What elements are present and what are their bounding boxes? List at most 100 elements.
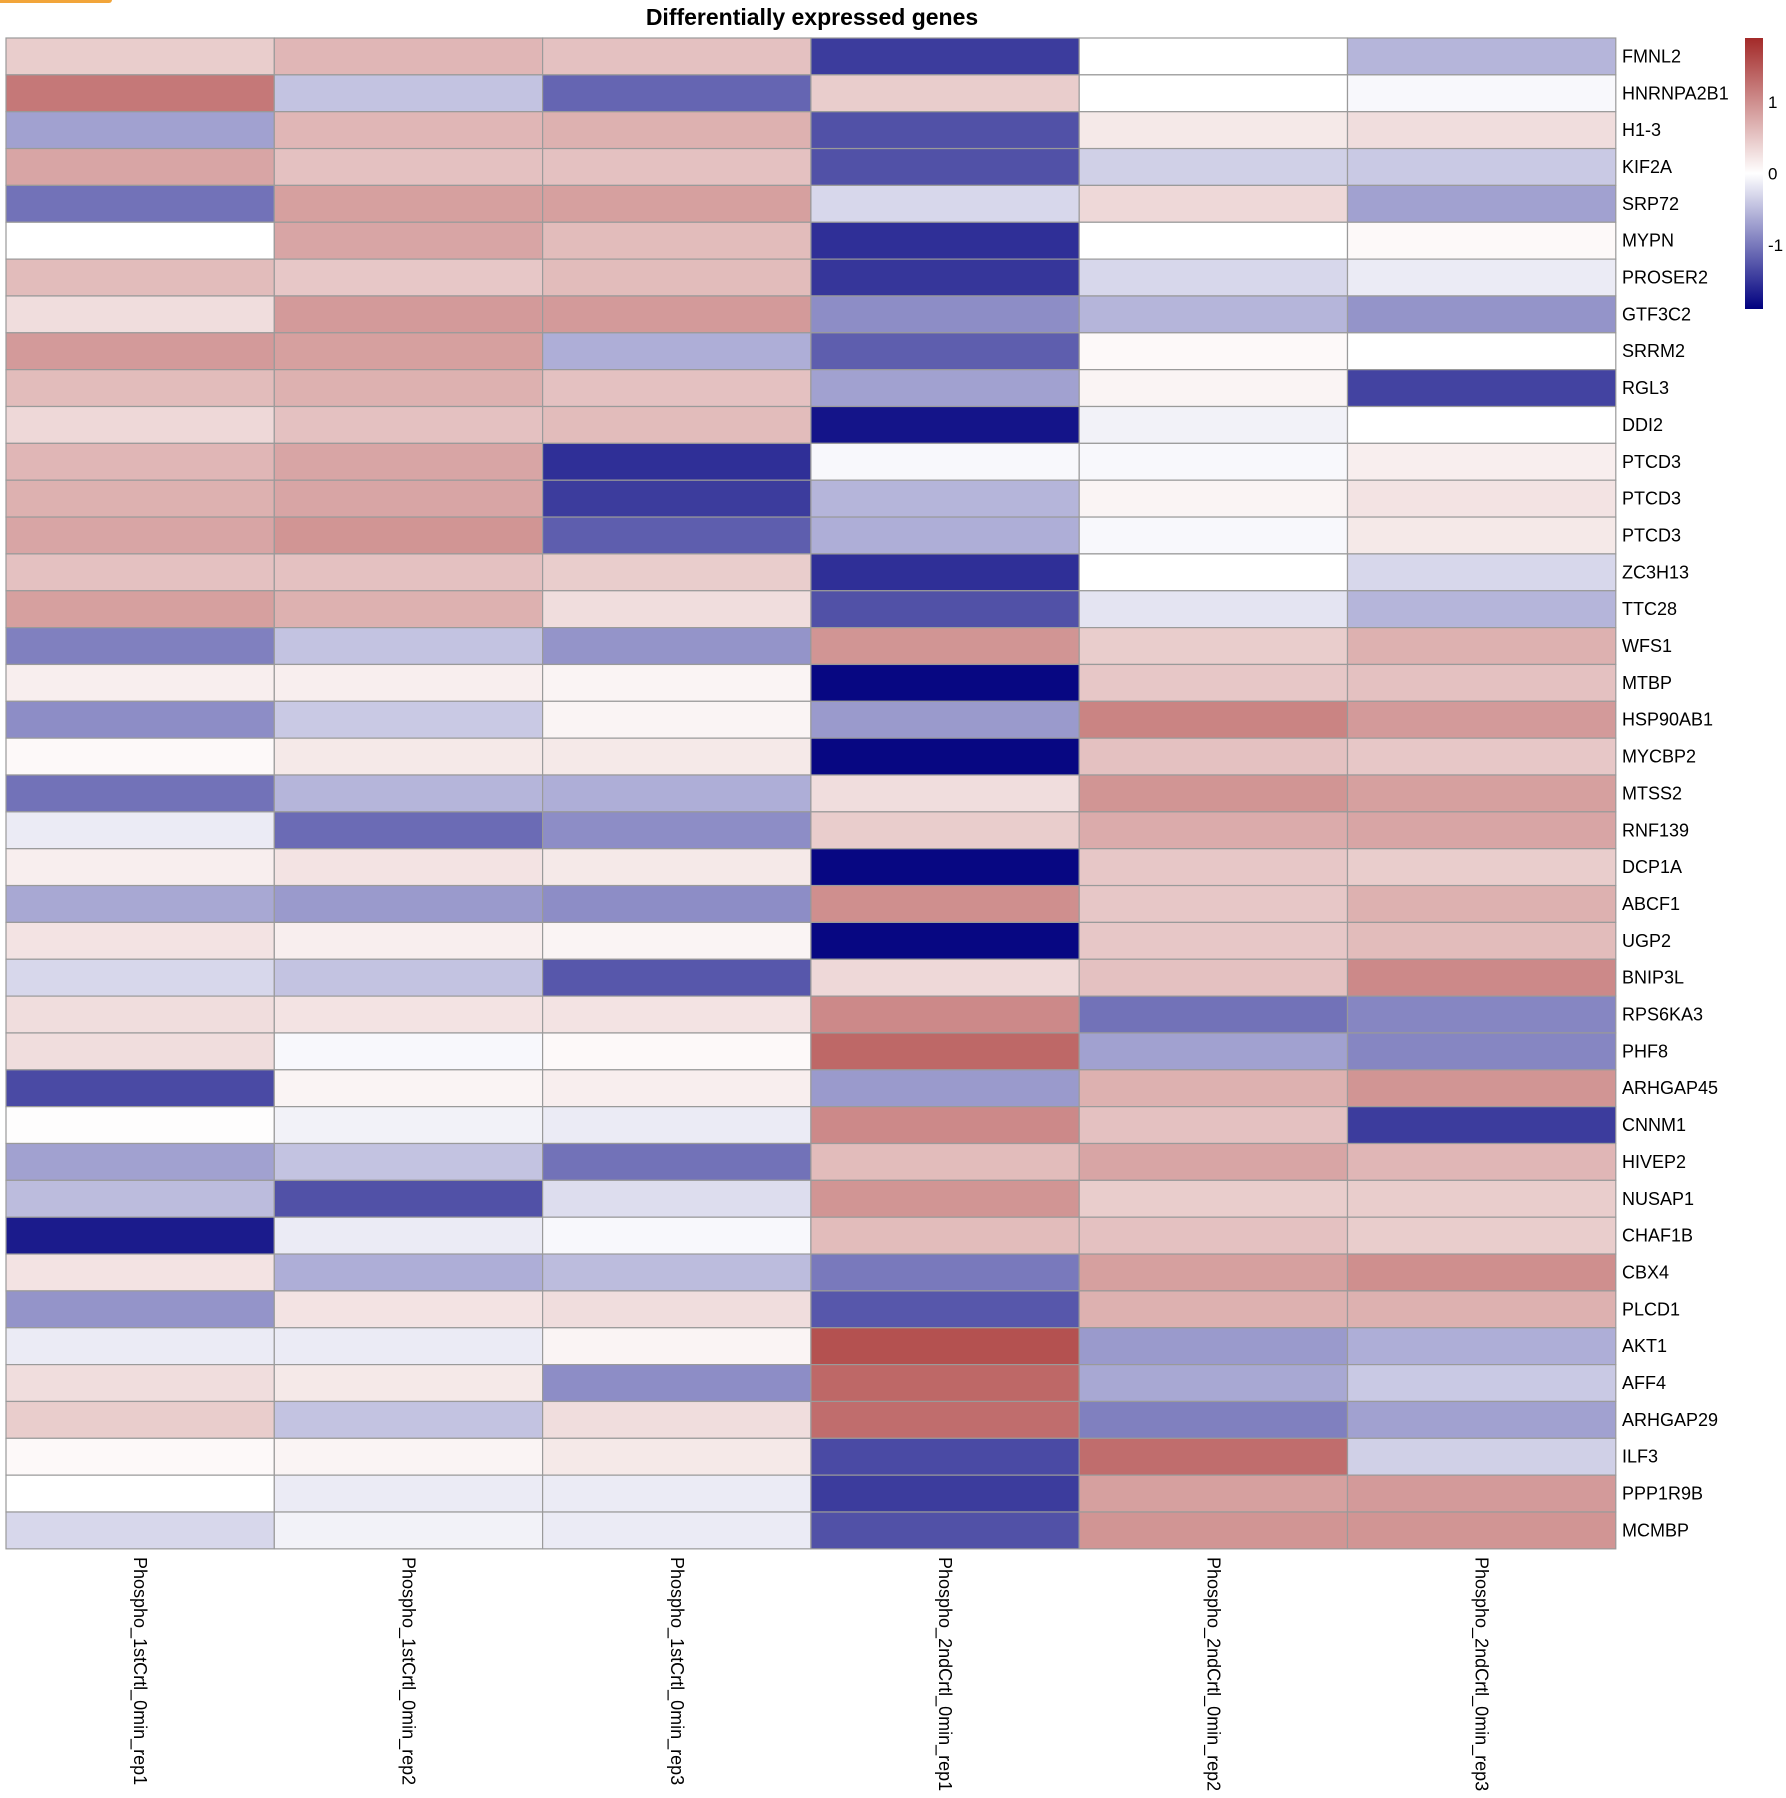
row-label: PTCD3 bbox=[1622, 525, 1681, 545]
heatmap-cell bbox=[810, 405, 1080, 444]
heatmap-cell bbox=[541, 295, 812, 334]
heatmap-cell bbox=[541, 1032, 812, 1071]
column-labels: Phospho_1stCrtl_0min_rep1 Phospho_1stCrtl… bbox=[129, 1557, 1492, 1791]
heatmap-cell bbox=[273, 848, 544, 887]
heatmap-cell bbox=[5, 147, 275, 187]
heatmap-cell bbox=[5, 74, 275, 113]
heatmap-cell bbox=[810, 1474, 1080, 1513]
heatmap-cell bbox=[1346, 1253, 1617, 1292]
heatmap-cell bbox=[273, 663, 544, 702]
heatmap-cell bbox=[541, 258, 812, 297]
heatmap-cell bbox=[1346, 1290, 1617, 1329]
heatmap-cell bbox=[1078, 442, 1349, 481]
heatmap-cell bbox=[273, 737, 544, 776]
heatmap-cell bbox=[810, 74, 1080, 113]
heatmap-cell bbox=[5, 221, 275, 260]
row-label: ARHGAP45 bbox=[1622, 1078, 1718, 1098]
heatmap-cell bbox=[541, 958, 812, 997]
heatmap-cell bbox=[1346, 1363, 1617, 1403]
heatmap-cell bbox=[1078, 1363, 1349, 1403]
heatmap-cell bbox=[5, 1032, 275, 1071]
heatmap-cell bbox=[273, 1511, 544, 1550]
heatmap-cell bbox=[5, 111, 275, 150]
row-label: HSP90AB1 bbox=[1622, 710, 1713, 730]
heatmap-cell bbox=[541, 1327, 812, 1366]
heatmap-cell bbox=[5, 1179, 275, 1218]
row-labels: FMNL2 HNRNPA2B1 H1-3 KIF2A SRP72 MYPN PROSER2 G… bbox=[1622, 46, 1729, 1540]
heatmap-cell bbox=[5, 553, 275, 592]
heatmap-cell bbox=[5, 1437, 275, 1476]
heatmap-cell bbox=[810, 958, 1080, 997]
row-label: PPP1R9B bbox=[1622, 1484, 1703, 1504]
heatmap-cell bbox=[1078, 958, 1349, 997]
heatmap-cell bbox=[1078, 1290, 1349, 1329]
heatmap-cells bbox=[5, 37, 1617, 1550]
heatmap-cell bbox=[273, 1106, 544, 1145]
heatmap-cell bbox=[810, 626, 1080, 666]
row-label: ZC3H13 bbox=[1622, 562, 1689, 582]
column-label: Phospho_2ndCrtl_0min_rep2 bbox=[1202, 1557, 1223, 1791]
row-label: CNNM1 bbox=[1622, 1115, 1686, 1135]
heatmap-cell bbox=[273, 774, 544, 813]
legend-tick-label: 1 bbox=[1768, 93, 1777, 112]
heatmap-cell bbox=[1078, 1179, 1349, 1218]
heatmap-cell bbox=[541, 1511, 812, 1550]
heatmap-cell bbox=[1078, 1069, 1349, 1108]
heatmap-cell bbox=[5, 1253, 275, 1292]
heatmap-cell bbox=[1078, 1327, 1349, 1366]
heatmap-cell bbox=[273, 590, 544, 629]
heatmap-cell bbox=[1078, 737, 1349, 776]
heatmap-cell bbox=[5, 1290, 275, 1329]
row-label: DDI2 bbox=[1622, 415, 1663, 435]
color-legend: 1 0 -1 bbox=[1745, 38, 1783, 309]
heatmap-cell bbox=[5, 1327, 275, 1366]
heatmap-cell bbox=[1346, 405, 1617, 444]
heatmap-cell bbox=[273, 184, 544, 223]
chart-title: Differentially expressed genes bbox=[646, 4, 978, 30]
row-label: CHAF1B bbox=[1622, 1226, 1693, 1246]
heatmap-cell bbox=[5, 848, 275, 887]
heatmap-cell bbox=[1346, 295, 1617, 334]
heatmap-cell bbox=[541, 811, 812, 850]
heatmap-cell bbox=[273, 37, 544, 76]
heatmap-cell bbox=[541, 332, 812, 371]
heatmap-cell bbox=[810, 811, 1080, 850]
heatmap-cell bbox=[5, 1363, 275, 1403]
heatmap-cell bbox=[810, 1069, 1080, 1108]
heatmap-cell bbox=[273, 1327, 544, 1366]
heatmap-cell bbox=[810, 221, 1080, 260]
heatmap-cell bbox=[1346, 1437, 1617, 1476]
heatmap-cell bbox=[5, 479, 275, 518]
row-label: GTF3C2 bbox=[1622, 304, 1691, 324]
heatmap-cell bbox=[273, 995, 544, 1034]
row-label: UGP2 bbox=[1622, 931, 1671, 951]
heatmap-cell bbox=[273, 1216, 544, 1255]
heatmap-cell bbox=[1078, 332, 1349, 371]
row-label: PHF8 bbox=[1622, 1041, 1668, 1061]
heatmap-cell bbox=[1346, 921, 1617, 960]
heatmap-cell bbox=[1078, 258, 1349, 297]
heatmap-cell bbox=[273, 147, 544, 187]
heatmap-cell bbox=[1346, 774, 1617, 813]
heatmap-cell bbox=[1346, 442, 1617, 481]
heatmap-cell bbox=[5, 37, 275, 76]
heatmap-cell bbox=[810, 295, 1080, 334]
heatmap-cell bbox=[273, 369, 544, 408]
heatmap-cell bbox=[541, 1216, 812, 1255]
column-label: Phospho_2ndCrtl_0min_rep1 bbox=[934, 1557, 955, 1791]
heatmap-cell bbox=[5, 1216, 275, 1255]
heatmap-cell bbox=[273, 1142, 544, 1181]
heatmap-cell bbox=[1078, 1400, 1349, 1439]
row-label: AFF4 bbox=[1622, 1373, 1666, 1393]
heatmap-cell bbox=[1078, 147, 1349, 187]
heatmap-cell bbox=[1078, 626, 1349, 666]
row-label: RNF139 bbox=[1622, 820, 1689, 840]
heatmap-cell bbox=[273, 626, 544, 666]
heatmap-cell bbox=[1078, 700, 1349, 739]
heatmap-cell bbox=[541, 111, 812, 150]
heatmap-cell bbox=[273, 221, 544, 260]
heatmap-cell bbox=[5, 663, 275, 702]
heatmap-cell bbox=[1346, 1511, 1617, 1550]
heatmap-cell bbox=[541, 590, 812, 629]
heatmap-cell bbox=[1346, 1142, 1617, 1181]
